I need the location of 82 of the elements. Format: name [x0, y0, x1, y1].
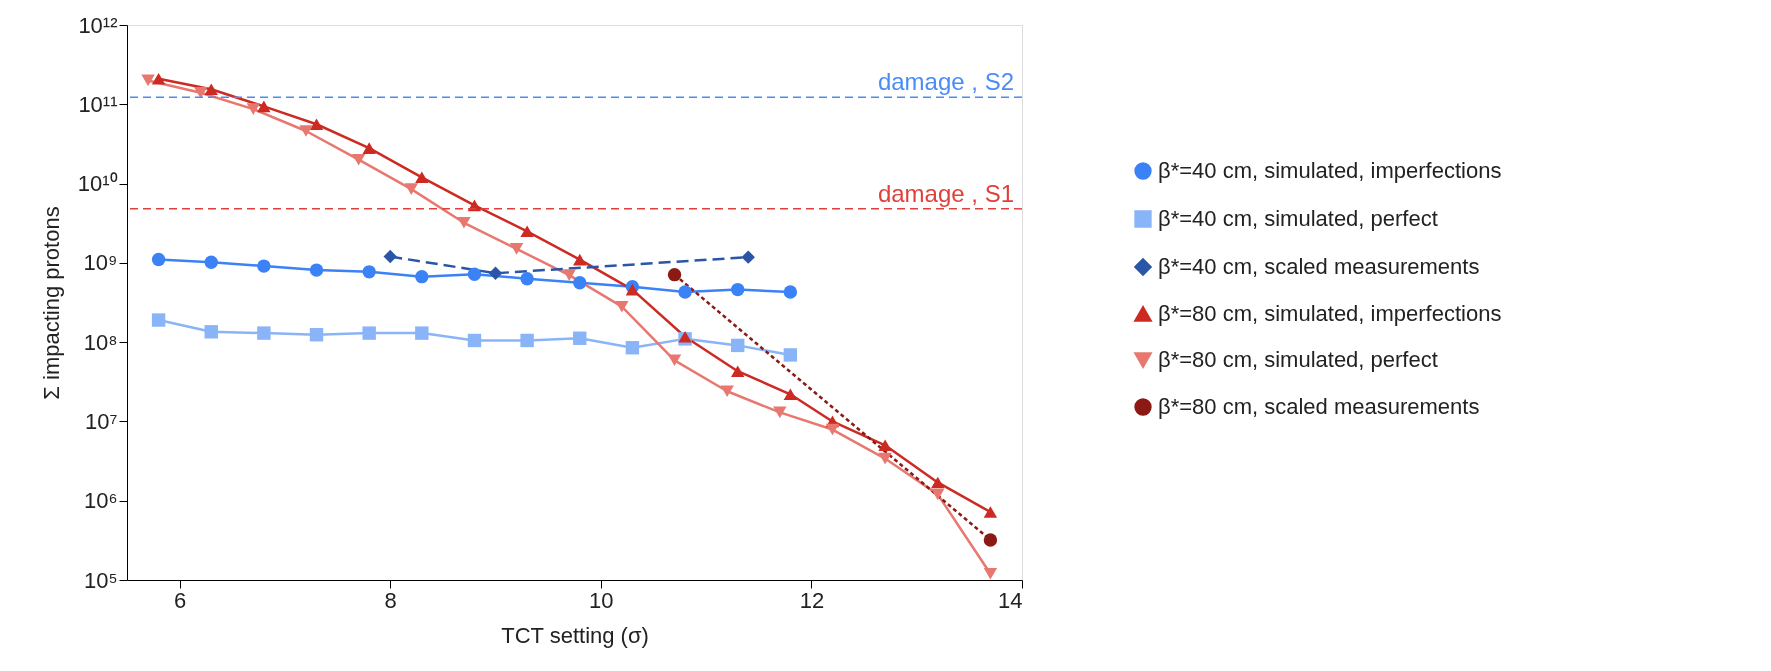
point	[151, 252, 166, 267]
point	[309, 328, 324, 342]
point	[878, 452, 892, 465]
legend-label: β*=40 cm, simulated, perfect	[1158, 206, 1438, 231]
point	[783, 388, 798, 401]
x-tick-label: 8	[384, 587, 397, 613]
point	[983, 533, 998, 547]
point	[467, 267, 482, 281]
point	[362, 142, 376, 154]
legend-label: β*=40 cm, simulated, imperfections	[1158, 158, 1502, 183]
point	[720, 385, 734, 398]
point	[246, 103, 261, 115]
point	[383, 249, 397, 264]
point	[741, 250, 755, 264]
legend-label: β*=40 cm, scaled measurements	[1158, 254, 1480, 279]
point	[257, 259, 271, 273]
y-tick-label: 10¹¹	[78, 91, 118, 117]
point	[562, 269, 576, 281]
point	[931, 476, 945, 489]
point	[783, 348, 798, 362]
point	[141, 74, 155, 87]
y-tick-label: 10⁸	[83, 329, 118, 355]
point	[667, 354, 682, 367]
point	[257, 326, 271, 340]
legend-label: β*=80 cm, scaled measurements	[1158, 394, 1480, 419]
point	[351, 153, 366, 166]
point	[309, 118, 324, 131]
point	[204, 325, 218, 339]
point	[415, 326, 429, 340]
point	[573, 331, 587, 345]
point	[404, 183, 418, 195]
point	[573, 276, 587, 290]
y-tick-label: 10⁹	[83, 250, 118, 276]
point	[204, 255, 218, 269]
point	[362, 265, 376, 279]
y-tick-label: 10¹⁰	[77, 171, 118, 197]
point	[773, 406, 787, 419]
point	[467, 333, 482, 348]
point	[362, 326, 376, 340]
legend-label: β*=80 cm, simulated, perfect	[1158, 347, 1438, 372]
point	[825, 423, 840, 436]
y-tick-label: 10⁷	[85, 408, 118, 434]
point	[625, 341, 640, 355]
y-axis-title: Σ impacting protons	[38, 206, 64, 400]
point	[151, 72, 166, 85]
x-tick-label: 12	[799, 587, 825, 613]
point	[309, 263, 324, 277]
point	[573, 253, 587, 266]
y-tick-label: 10⁵	[83, 567, 118, 593]
point	[151, 313, 166, 327]
point	[731, 338, 745, 353]
x-tick-label: 14	[998, 587, 1023, 613]
point	[783, 285, 798, 299]
ref-line-label: damage , S2	[877, 68, 1014, 96]
point	[457, 217, 471, 229]
x-tick-label: 6	[174, 587, 187, 613]
point	[488, 266, 503, 280]
point	[204, 83, 218, 95]
point	[520, 272, 534, 286]
ref-line-label: damage , S1	[877, 179, 1014, 207]
point	[931, 488, 945, 501]
point	[520, 333, 534, 348]
point	[520, 225, 534, 238]
point	[678, 285, 692, 299]
point	[299, 125, 313, 137]
point	[615, 300, 629, 313]
x-tick-label: 10	[589, 587, 614, 613]
point	[415, 269, 429, 284]
legend-label: β*=80 cm, simulated, imperfections	[1158, 301, 1502, 326]
point	[257, 100, 271, 113]
point	[667, 267, 682, 282]
point	[731, 365, 745, 378]
point	[731, 282, 745, 297]
point	[983, 506, 998, 518]
point	[878, 439, 892, 452]
point	[983, 567, 998, 580]
y-tick-label: 10⁶	[83, 488, 118, 514]
point	[509, 243, 524, 255]
x-axis-title: TCT setting (σ)	[501, 622, 649, 648]
point	[194, 86, 208, 99]
y-tick-label: 10¹²	[78, 12, 118, 38]
point	[415, 171, 429, 184]
